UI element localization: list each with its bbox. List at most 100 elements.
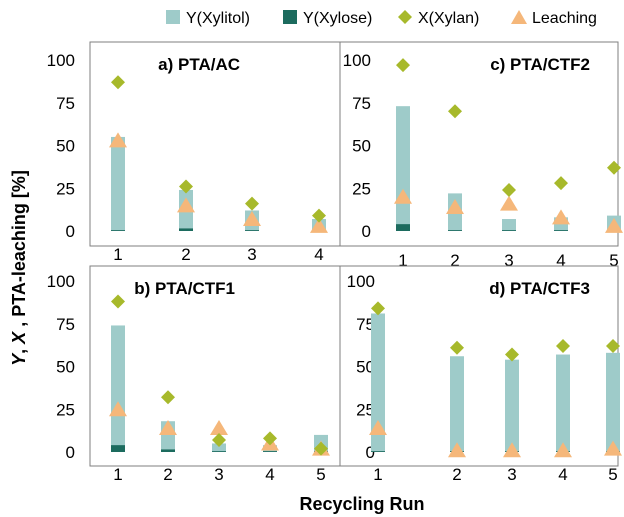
y-tick-label: 25 [352,179,371,198]
panel-title: c) PTA/CTF2 [490,55,590,74]
x-tick-label: 2 [450,251,459,270]
panel-2: 0 25 50 75 100 c) PTA/CTF2 1 2 3 4 5 [339,41,623,270]
marker-leaching [243,211,261,227]
x-tick-label: 4 [265,465,274,484]
legend-swatch-xylan [398,10,412,24]
y-tick-label: 100 [47,51,75,70]
marker-leaching [369,420,387,436]
y-tick-label: 0 [362,222,371,241]
legend-swatch-leaching [511,10,527,24]
x-tick-label: 1 [113,465,122,484]
marker-xylan [448,104,462,119]
bar-xylose [554,230,568,231]
bar-xylitol [606,352,620,452]
y-tick-label: 25 [356,400,375,419]
marker-xylan [312,208,326,223]
y-tick-label: 0 [366,443,375,462]
marker-leaching [552,209,570,225]
legend-label-xylitol: Y(Xylitol) [186,10,250,27]
legend: Y(Xylitol) Y(Xylose) X(Xylan) Leaching [166,10,597,27]
bar-xylitol [502,219,516,231]
bar-xylose [502,230,516,231]
y-tick-label: 100 [47,272,75,291]
marker-xylan [245,196,259,211]
marker-leaching [109,132,127,148]
marker-leaching [448,442,466,458]
bar-xylitol [450,356,464,452]
bar-xylose [212,451,226,452]
marker-leaching [159,420,177,436]
bar-xylitol [396,106,410,231]
marker-xylan [263,431,277,446]
y-tick-label: 75 [352,94,371,113]
marker-xylan [161,390,175,405]
y-tick-label: 25 [56,179,75,198]
marker-leaching [500,195,518,211]
bar-xylitol [111,136,125,231]
marker-xylan [607,160,621,175]
panel-3: 0 25 50 75 100 b) PTA/CTF1 1 2 3 4 5 [47,265,341,484]
x-tick-label: 5 [608,465,617,484]
panel-title: b) PTA/CTF1 [134,279,235,298]
marker-leaching [109,401,127,417]
marker-xylan [556,338,570,353]
y-tick-label: 75 [56,94,75,113]
y-tick-label: 0 [66,222,75,241]
y-tick-label: 75 [56,315,75,334]
bar-xylose [448,230,462,231]
bar-xylose [396,224,410,231]
x-tick-label: 4 [314,245,323,264]
marker-xylan [505,347,519,362]
marker-leaching [554,442,572,458]
legend-label-leaching: Leaching [532,10,597,27]
bar-xylose [111,230,125,231]
bar-xylose [263,451,277,452]
bar-xylose [371,451,385,452]
bar-xylitol [371,313,385,452]
y-tick-label: 100 [343,51,371,70]
x-tick-label: 1 [113,245,122,264]
legend-label-xylan: X(Xylan) [418,10,479,27]
bar-xylose [179,228,193,231]
marker-xylan [554,176,568,191]
marker-xylan [179,179,193,194]
legend-swatch-xylitol [166,10,180,24]
marker-xylan [111,75,125,90]
bar-xylose [161,449,175,452]
x-tick-label: 1 [398,251,407,270]
bar-xylitol [505,359,519,452]
marker-xylan [212,433,226,448]
x-tick-label: 2 [181,245,190,264]
x-axis-label: Recycling Run [299,494,424,514]
marker-leaching [605,217,623,233]
x-tick-label: 3 [504,251,513,270]
y-tick-label: 0 [66,443,75,462]
legend-label-xylose: Y(Xylose) [303,10,372,27]
panel-1: 0 25 50 75 100 a) PTA/AC 1 2 3 4 [47,41,341,264]
y-tick-label: 75 [356,315,375,334]
panel-frame [339,41,619,247]
x-tick-label: 2 [452,465,461,484]
marker-xylan [502,182,516,197]
marker-leaching [394,188,412,204]
x-tick-label: 2 [163,465,172,484]
x-tick-label: 5 [609,251,618,270]
y-tick-label: 25 [56,400,75,419]
marker-leaching [210,420,228,436]
panel-title: a) PTA/AC [158,55,240,74]
x-tick-label: 3 [214,465,223,484]
bar-xylitol [212,443,226,452]
marker-leaching [310,217,328,233]
marker-xylan [450,340,464,355]
marker-xylan [606,338,620,353]
marker-xylan [314,441,328,456]
panel-4: 0 25 50 75 100 d) PTA/CTF3 1 2 3 4 5 [339,265,622,484]
bar-xylitol [556,354,570,452]
x-tick-label: 4 [556,251,565,270]
marker-leaching [503,442,521,458]
x-tick-label: 5 [316,465,325,484]
y-tick-label: 50 [56,358,75,377]
bar-xylose [111,445,125,452]
marker-leaching [604,440,622,456]
